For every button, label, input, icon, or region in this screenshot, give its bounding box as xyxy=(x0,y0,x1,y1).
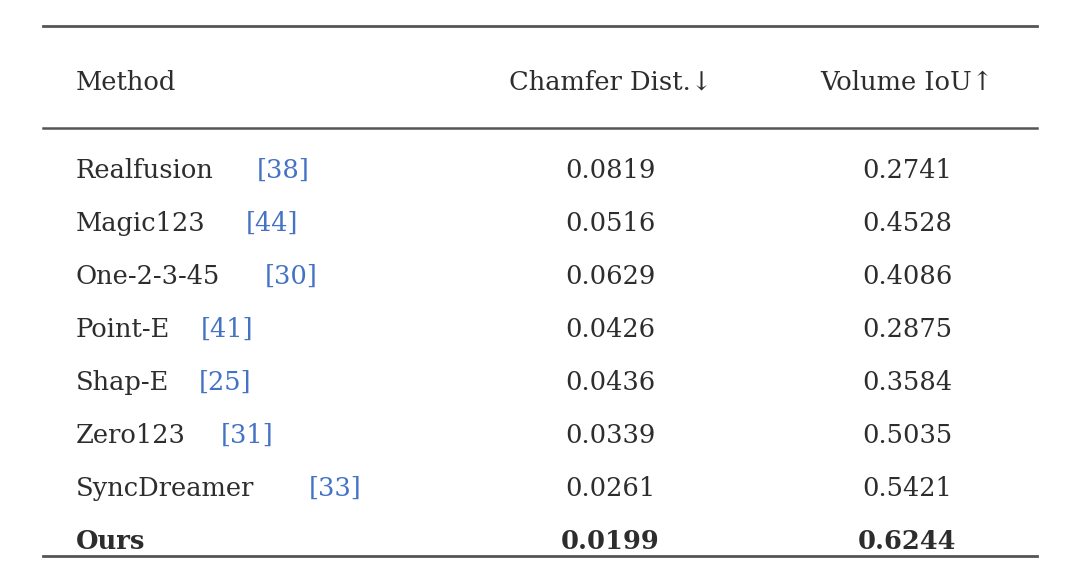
Text: 0.4086: 0.4086 xyxy=(862,264,953,289)
Text: [31]: [31] xyxy=(220,423,273,448)
Text: [44]: [44] xyxy=(246,211,298,236)
Text: Volume IoU↑: Volume IoU↑ xyxy=(821,70,994,95)
Text: Realfusion: Realfusion xyxy=(76,158,214,183)
Text: 0.0819: 0.0819 xyxy=(565,158,656,183)
Text: 0.4528: 0.4528 xyxy=(862,211,953,236)
Text: [41]: [41] xyxy=(201,317,253,342)
Text: Point-E: Point-E xyxy=(76,317,170,342)
Text: 0.0629: 0.0629 xyxy=(565,264,656,289)
Text: One-2-3-45: One-2-3-45 xyxy=(76,264,220,289)
Text: 0.0339: 0.0339 xyxy=(565,423,656,448)
Text: 0.2741: 0.2741 xyxy=(862,158,953,183)
Text: 0.0426: 0.0426 xyxy=(565,317,656,342)
Text: 0.0516: 0.0516 xyxy=(565,211,656,236)
Text: Chamfer Dist.↓: Chamfer Dist.↓ xyxy=(509,70,712,95)
Text: 0.2875: 0.2875 xyxy=(862,317,953,342)
Text: SyncDreamer: SyncDreamer xyxy=(76,476,254,501)
Text: [25]: [25] xyxy=(199,370,252,395)
Text: Magic123: Magic123 xyxy=(76,211,205,236)
Text: 0.0436: 0.0436 xyxy=(565,370,656,395)
Text: Zero123: Zero123 xyxy=(76,423,186,448)
Text: 0.6244: 0.6244 xyxy=(858,529,957,554)
Text: 0.0199: 0.0199 xyxy=(561,529,660,554)
Text: [30]: [30] xyxy=(265,264,318,289)
Text: 0.3584: 0.3584 xyxy=(862,370,953,395)
Text: 0.5421: 0.5421 xyxy=(862,476,953,501)
Text: [33]: [33] xyxy=(309,476,362,501)
Text: 0.0261: 0.0261 xyxy=(565,476,656,501)
Text: Shap-E: Shap-E xyxy=(76,370,168,395)
Text: [38]: [38] xyxy=(257,158,310,183)
Text: Method: Method xyxy=(76,70,176,95)
Text: 0.5035: 0.5035 xyxy=(862,423,953,448)
Text: Ours: Ours xyxy=(76,529,145,554)
